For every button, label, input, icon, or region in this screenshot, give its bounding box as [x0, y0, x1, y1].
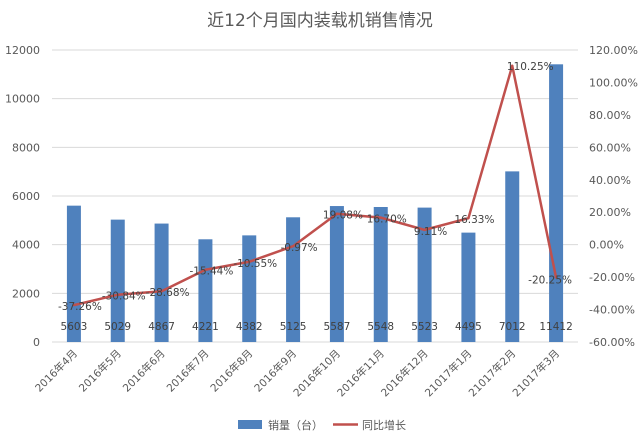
right-axis-tick: -40.00% [589, 304, 635, 317]
category-label: 2016年8月 [208, 347, 256, 395]
right-axis-ticks: -60.00% -40.00% -20.00% 0.00% 20.00% 40.00% 60… [589, 44, 638, 349]
bar-value-label: 11412 [539, 321, 572, 333]
bar-value-label: 5125 [280, 321, 307, 333]
right-axis-tick: 0.00% [589, 239, 624, 252]
left-axis-tick: 10000 [5, 93, 40, 106]
line-point [379, 216, 382, 219]
line-series [72, 64, 558, 307]
right-axis-tick: 40.00% [589, 174, 631, 187]
line-value-label: -30.84% [102, 291, 146, 303]
line-value-label: 16.70% [367, 214, 407, 226]
bar [461, 232, 476, 342]
bar [373, 206, 388, 342]
bar-data-labels: 5603 5029 4867 4221 4382 5125 5587 5548 5523 4495… [61, 321, 573, 333]
bar-series [66, 64, 564, 343]
line-data-labels: -37.26%-30.84% -28.68%-15.44%-10.55% -0.97… [58, 61, 572, 313]
right-axis-tick: 20.00% [589, 206, 631, 219]
bar-value-label: 4382 [236, 321, 263, 333]
line-value-label: 9.11% [414, 226, 447, 238]
bar-value-label: 4221 [192, 321, 219, 333]
line-point [335, 212, 339, 215]
line-point [204, 268, 207, 271]
right-axis-tick: 80.00% [589, 109, 631, 122]
bar [329, 206, 344, 342]
bar-value-label: 4495 [455, 321, 482, 333]
bar [66, 205, 81, 342]
legend: 销量（台） 同比增长 [238, 418, 406, 432]
line-point [423, 228, 426, 232]
line-value-label: -28.68% [146, 287, 190, 299]
category-label: 21017年3月 [510, 347, 562, 399]
right-axis-tick: 120.00% [589, 44, 638, 57]
category-label: 2016年7月 [164, 347, 212, 395]
line-value-label: 110.25% [507, 61, 554, 73]
category-label: 2016年6月 [120, 347, 168, 395]
left-axis-tick: 8000 [12, 141, 40, 154]
line-path [73, 64, 558, 307]
bar-value-label: 4867 [148, 321, 175, 333]
line-value-label: -20.25% [528, 275, 572, 287]
line-value-label: 16.33% [454, 214, 494, 226]
legend-bar-swatch [238, 420, 262, 429]
legend-line-label: 同比增长 [362, 418, 406, 432]
bar-value-label: 5603 [61, 321, 88, 333]
bar [154, 223, 169, 342]
bar-value-label: 5029 [104, 321, 131, 333]
line-point [160, 289, 163, 293]
right-axis-tick: -20.00% [589, 271, 635, 284]
line-value-label: -37.26% [58, 301, 102, 313]
left-axis-tick: 12000 [5, 44, 40, 57]
right-axis-tick: 100.00% [589, 76, 638, 89]
left-axis-tick: 6000 [12, 190, 40, 203]
bar [549, 64, 564, 343]
bar-value-label: 5587 [324, 321, 351, 333]
left-axis-ticks: 0 2000 4000 6000 8000 10000 12000 [5, 44, 40, 349]
legend-bar-label: 销量（台） [268, 418, 323, 432]
line-point [116, 293, 119, 296]
bar [505, 171, 520, 342]
line-point [467, 216, 470, 220]
bar [110, 219, 125, 342]
line-point [72, 303, 76, 307]
category-label: 2016年5月 [76, 347, 124, 395]
bar [417, 207, 432, 342]
line-value-label: -10.55% [233, 258, 277, 270]
line-value-label: 19.08% [323, 210, 363, 222]
right-axis-tick: 60.00% [589, 141, 631, 154]
left-axis-tick: 4000 [12, 239, 40, 252]
left-axis-tick: 2000 [12, 287, 40, 300]
bar-value-label: 5548 [367, 321, 394, 333]
line-value-label: -15.44% [190, 266, 234, 278]
line-point [291, 245, 295, 248]
line-value-label: -0.97% [281, 242, 318, 254]
bar-value-label: 7012 [499, 321, 526, 333]
line-point [248, 260, 251, 263]
line-point [554, 276, 558, 279]
right-axis-tick: -60.00% [589, 336, 635, 349]
line-point [511, 64, 514, 68]
chart-title: 近12个月国内装载机销售情况 [207, 11, 433, 31]
category-axis-labels: 2016年4月2016年5月2016年6月2016年7月2016年8月2016年… [32, 347, 562, 399]
bar [198, 239, 213, 342]
category-label: 2016年9月 [252, 347, 300, 395]
category-label: 2016年4月 [32, 347, 80, 395]
bar-value-label: 5523 [411, 321, 438, 333]
left-axis-tick: 0 [33, 336, 40, 349]
